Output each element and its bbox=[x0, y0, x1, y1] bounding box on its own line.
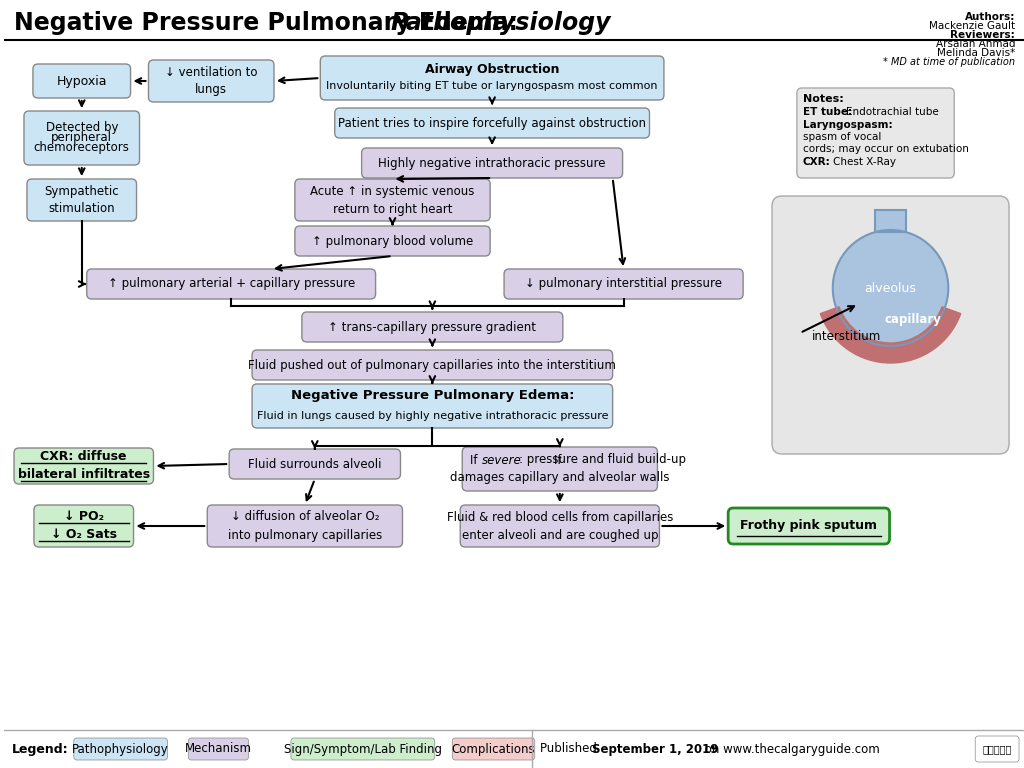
Text: enter alveoli and are coughed up: enter alveoli and are coughed up bbox=[462, 528, 658, 541]
Text: ↓ O₂ Sats: ↓ O₂ Sats bbox=[51, 528, 117, 541]
Text: Frothy pink sputum: Frothy pink sputum bbox=[740, 519, 878, 532]
FancyBboxPatch shape bbox=[74, 738, 167, 760]
FancyBboxPatch shape bbox=[772, 196, 1009, 454]
Text: Detected by: Detected by bbox=[45, 121, 118, 134]
Wedge shape bbox=[820, 306, 961, 363]
Text: Fluid surrounds alveoli: Fluid surrounds alveoli bbox=[248, 458, 382, 471]
Text: : pressure and fluid build-up: : pressure and fluid build-up bbox=[519, 453, 686, 466]
Text: severe: severe bbox=[482, 453, 522, 466]
Text: into pulmonary capillaries: into pulmonary capillaries bbox=[227, 528, 382, 541]
Text: Pathophysiology: Pathophysiology bbox=[73, 743, 169, 756]
FancyBboxPatch shape bbox=[874, 210, 906, 232]
Text: Reviewers:: Reviewers: bbox=[950, 30, 1015, 40]
Text: spasm of vocal: spasm of vocal bbox=[803, 132, 882, 142]
Text: capillary: capillary bbox=[884, 313, 941, 326]
FancyBboxPatch shape bbox=[252, 384, 612, 428]
FancyBboxPatch shape bbox=[504, 269, 743, 299]
Text: stimulation: stimulation bbox=[48, 201, 115, 214]
Text: Highly negative intrathoracic pressure: Highly negative intrathoracic pressure bbox=[379, 157, 606, 170]
Text: ↑ pulmonary arterial + capillary pressure: ↑ pulmonary arterial + capillary pressur… bbox=[108, 277, 354, 290]
Text: CXR: diffuse: CXR: diffuse bbox=[41, 451, 127, 464]
Text: Fluid & red blood cells from capillaries: Fluid & red blood cells from capillaries bbox=[446, 511, 673, 524]
FancyBboxPatch shape bbox=[295, 226, 490, 256]
Text: Pathophysiology: Pathophysiology bbox=[390, 11, 611, 35]
FancyBboxPatch shape bbox=[291, 738, 435, 760]
Text: Acute ↑ in systemic venous: Acute ↑ in systemic venous bbox=[310, 184, 475, 197]
FancyBboxPatch shape bbox=[252, 350, 612, 380]
Text: Mackenzie Gault: Mackenzie Gault bbox=[929, 21, 1015, 31]
Text: return to right heart: return to right heart bbox=[333, 203, 453, 216]
Text: Published: Published bbox=[540, 743, 600, 756]
FancyBboxPatch shape bbox=[229, 449, 400, 479]
FancyBboxPatch shape bbox=[27, 179, 136, 221]
FancyBboxPatch shape bbox=[188, 738, 249, 760]
Text: Authors:: Authors: bbox=[965, 12, 1015, 22]
Text: lungs: lungs bbox=[196, 82, 227, 95]
Text: ⒸⓑⓓⓈⒶ: ⒸⓑⓓⓈⒶ bbox=[982, 744, 1012, 754]
Text: ↓ pulmonary interstitial pressure: ↓ pulmonary interstitial pressure bbox=[525, 277, 722, 290]
Text: If: If bbox=[470, 453, 481, 466]
Text: Airway Obstruction: Airway Obstruction bbox=[425, 64, 559, 77]
FancyBboxPatch shape bbox=[975, 736, 1019, 762]
Text: September 1, 2019: September 1, 2019 bbox=[592, 743, 718, 756]
Text: Sign/Symptom/Lab Finding: Sign/Symptom/Lab Finding bbox=[284, 743, 441, 756]
Text: Fluid pushed out of pulmonary capillaries into the interstitium: Fluid pushed out of pulmonary capillarie… bbox=[249, 359, 616, 372]
Text: ↓ PO₂: ↓ PO₂ bbox=[63, 511, 103, 524]
FancyBboxPatch shape bbox=[148, 60, 274, 102]
Text: Involuntarily biting ET tube or laryngospasm most common: Involuntarily biting ET tube or laryngos… bbox=[327, 81, 657, 91]
FancyBboxPatch shape bbox=[87, 269, 376, 299]
FancyBboxPatch shape bbox=[321, 56, 664, 100]
Text: ↑ pulmonary blood volume: ↑ pulmonary blood volume bbox=[312, 234, 473, 247]
FancyBboxPatch shape bbox=[295, 179, 490, 221]
FancyBboxPatch shape bbox=[460, 505, 659, 547]
Text: Patient tries to inspire forcefully against obstruction: Patient tries to inspire forcefully agai… bbox=[338, 117, 646, 130]
Text: Arsalan Ahmad: Arsalan Ahmad bbox=[936, 39, 1015, 49]
Text: ↓ ventilation to: ↓ ventilation to bbox=[165, 67, 257, 80]
Circle shape bbox=[833, 230, 948, 346]
Text: Mechanism: Mechanism bbox=[185, 743, 252, 756]
Text: Fluid in lungs caused by highly negative intrathoracic pressure: Fluid in lungs caused by highly negative… bbox=[257, 411, 608, 421]
FancyBboxPatch shape bbox=[361, 148, 623, 178]
FancyBboxPatch shape bbox=[33, 64, 130, 98]
FancyBboxPatch shape bbox=[728, 508, 890, 544]
Text: damages capillary and alveolar walls: damages capillary and alveolar walls bbox=[451, 472, 670, 485]
Text: on www.thecalgaryguide.com: on www.thecalgaryguide.com bbox=[701, 743, 880, 756]
Text: Hypoxia: Hypoxia bbox=[56, 74, 106, 88]
Text: ↑ trans-capillary pressure gradient: ↑ trans-capillary pressure gradient bbox=[329, 320, 537, 333]
Text: ↓ diffusion of alveolar O₂: ↓ diffusion of alveolar O₂ bbox=[230, 511, 379, 524]
FancyBboxPatch shape bbox=[14, 448, 154, 484]
Text: ET tube:: ET tube: bbox=[803, 107, 852, 117]
FancyBboxPatch shape bbox=[335, 108, 649, 138]
FancyBboxPatch shape bbox=[453, 738, 535, 760]
Text: Laryngospasm:: Laryngospasm: bbox=[803, 120, 893, 130]
Text: interstitium: interstitium bbox=[812, 329, 881, 343]
Text: Negative Pressure Pulmonary Edema:: Negative Pressure Pulmonary Edema: bbox=[14, 11, 526, 35]
Text: chemoreceptors: chemoreceptors bbox=[34, 141, 130, 154]
Text: cords; may occur on extubation: cords; may occur on extubation bbox=[803, 144, 969, 154]
Text: bilateral infiltrates: bilateral infiltrates bbox=[17, 468, 150, 482]
FancyBboxPatch shape bbox=[207, 505, 402, 547]
Text: Melinda Davis*: Melinda Davis* bbox=[937, 48, 1015, 58]
FancyBboxPatch shape bbox=[24, 111, 139, 165]
Text: alveolus: alveolus bbox=[864, 282, 916, 294]
Text: Legend:: Legend: bbox=[12, 743, 69, 756]
Text: Sympathetic: Sympathetic bbox=[44, 186, 119, 198]
Text: CXR:: CXR: bbox=[803, 157, 830, 167]
Text: If: If bbox=[554, 453, 565, 466]
Text: * MD at time of publication: * MD at time of publication bbox=[883, 57, 1015, 67]
Text: peripheral: peripheral bbox=[51, 131, 113, 144]
Text: Chest X-Ray: Chest X-Ray bbox=[833, 157, 896, 167]
Text: Complications: Complications bbox=[452, 743, 536, 756]
Text: Endotrachial tube: Endotrachial tube bbox=[846, 107, 938, 117]
Text: Notes:: Notes: bbox=[803, 94, 844, 104]
FancyBboxPatch shape bbox=[797, 88, 954, 178]
FancyBboxPatch shape bbox=[302, 312, 563, 342]
FancyBboxPatch shape bbox=[34, 505, 133, 547]
Text: Negative Pressure Pulmonary Edema:: Negative Pressure Pulmonary Edema: bbox=[291, 389, 574, 402]
FancyBboxPatch shape bbox=[462, 447, 657, 491]
